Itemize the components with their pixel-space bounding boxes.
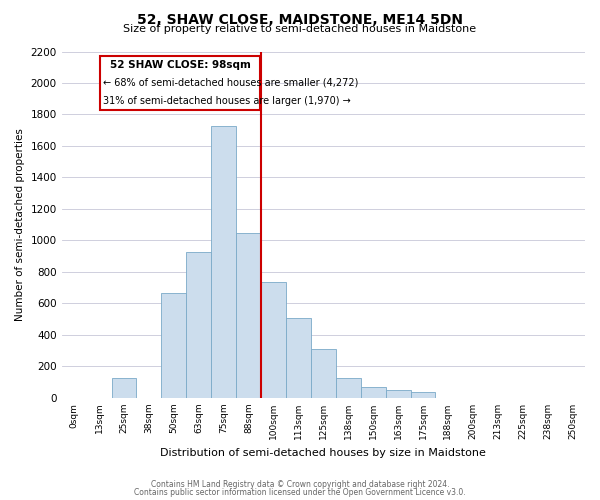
FancyBboxPatch shape [100,56,260,110]
Bar [336,378,361,398]
Bar [112,378,136,398]
Bar [236,232,261,398]
Bar [410,392,436,398]
Text: 31% of semi-detached houses are larger (1,970) →: 31% of semi-detached houses are larger (… [103,96,351,106]
Text: 52, SHAW CLOSE, MAIDSTONE, ME14 5DN: 52, SHAW CLOSE, MAIDSTONE, ME14 5DN [137,12,463,26]
Bar [161,293,186,398]
Bar [311,349,336,398]
Text: 52 SHAW CLOSE: 98sqm: 52 SHAW CLOSE: 98sqm [110,60,250,70]
Bar [286,318,311,398]
Bar [361,387,386,398]
Bar [186,252,211,398]
Bar [261,282,286,398]
Y-axis label: Number of semi-detached properties: Number of semi-detached properties [15,128,25,321]
Text: Size of property relative to semi-detached houses in Maidstone: Size of property relative to semi-detach… [124,24,476,34]
Bar [386,390,410,398]
Text: Contains public sector information licensed under the Open Government Licence v3: Contains public sector information licen… [134,488,466,497]
Text: ← 68% of semi-detached houses are smaller (4,272): ← 68% of semi-detached houses are smalle… [103,78,359,88]
Bar [211,126,236,398]
Text: Contains HM Land Registry data © Crown copyright and database right 2024.: Contains HM Land Registry data © Crown c… [151,480,449,489]
X-axis label: Distribution of semi-detached houses by size in Maidstone: Distribution of semi-detached houses by … [160,448,486,458]
